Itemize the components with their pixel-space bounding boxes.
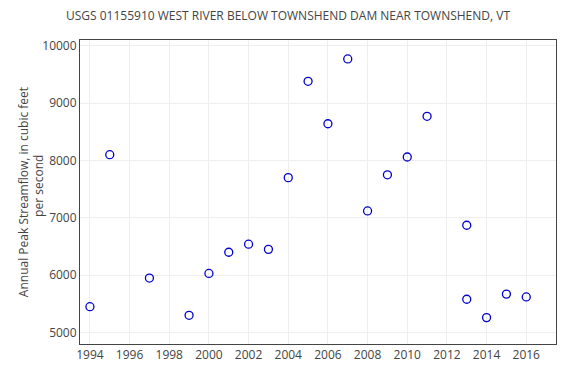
svg-text:2014: 2014	[473, 346, 501, 363]
svg-text:2004: 2004	[275, 346, 303, 363]
svg-text:USGS 01155910 WEST RIVER BELOW: USGS 01155910 WEST RIVER BELOW TOWNSHEND…	[66, 7, 510, 24]
svg-text:Annual Peak Streamflow, in cub: Annual Peak Streamflow, in cubic feet pe…	[15, 87, 48, 297]
svg-text:2016: 2016	[513, 346, 541, 363]
svg-text:1994: 1994	[76, 346, 104, 363]
svg-text:10000: 10000	[42, 37, 76, 54]
svg-text:2006: 2006	[314, 346, 342, 363]
svg-text:1996: 1996	[116, 346, 144, 363]
svg-text:6000: 6000	[49, 266, 77, 283]
svg-text:5000: 5000	[49, 324, 77, 341]
svg-text:2012: 2012	[433, 346, 461, 363]
svg-text:7000: 7000	[49, 209, 77, 226]
svg-text:9000: 9000	[49, 94, 77, 111]
svg-text:2008: 2008	[354, 346, 382, 363]
svg-text:1998: 1998	[156, 346, 184, 363]
svg-text:2000: 2000	[195, 346, 223, 363]
svg-text:2002: 2002	[235, 346, 263, 363]
svg-text:8000: 8000	[49, 152, 77, 169]
svg-text:2010: 2010	[394, 346, 422, 363]
